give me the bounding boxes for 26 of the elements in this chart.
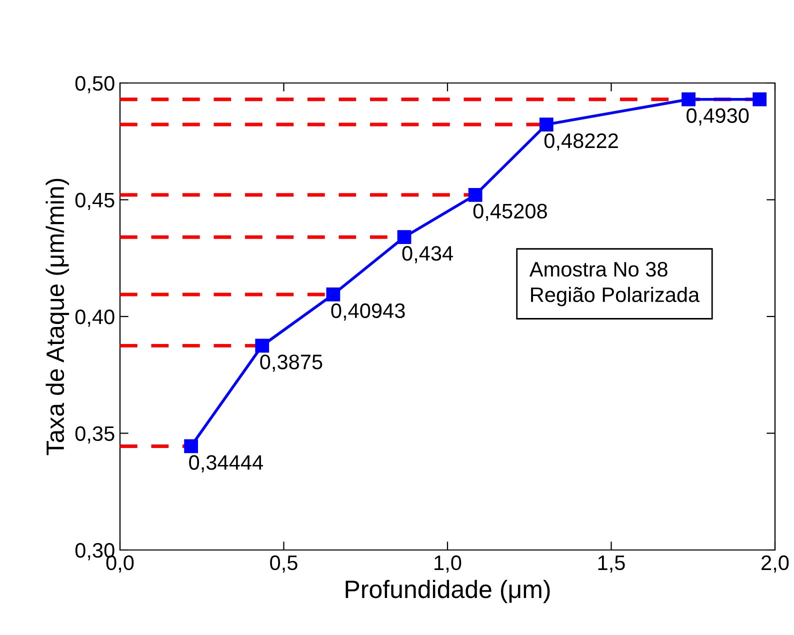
data-label: 0,45208 (473, 204, 547, 221)
x-tick-label: 0,5 (270, 555, 298, 573)
y-tick-label: 0,35 (75, 426, 114, 444)
point (752, 92, 767, 106)
point (255, 338, 270, 353)
data-label: 0,34444 (189, 455, 263, 472)
x-axis-title: Profundidade (μm) (346, 580, 550, 604)
data-label: 0,40943 (331, 303, 405, 321)
data-label: 0,3875 (260, 354, 322, 372)
x-tick-label: 1,0 (434, 555, 462, 573)
point (184, 439, 198, 454)
data-label: 0,48222 (544, 133, 618, 151)
y-tick-label: 0,40 (75, 310, 114, 327)
x-tick-label: 2,0 (762, 555, 789, 573)
data-label: 0,4930 (686, 108, 749, 126)
y-axis-title: Taxa de Ataque (μm/min) (46, 178, 70, 456)
annotation: Amostra No 38 Região Polarizada (529, 262, 700, 306)
y-tick-label: 0,45 (75, 192, 114, 210)
point (539, 118, 554, 132)
point (682, 92, 696, 106)
y-tick-label: 0,50 (75, 76, 114, 94)
data-label: 0,434 (402, 246, 454, 264)
point (397, 230, 412, 244)
point (468, 188, 482, 202)
point (326, 288, 340, 302)
x-tick-label: 1,5 (598, 556, 625, 573)
